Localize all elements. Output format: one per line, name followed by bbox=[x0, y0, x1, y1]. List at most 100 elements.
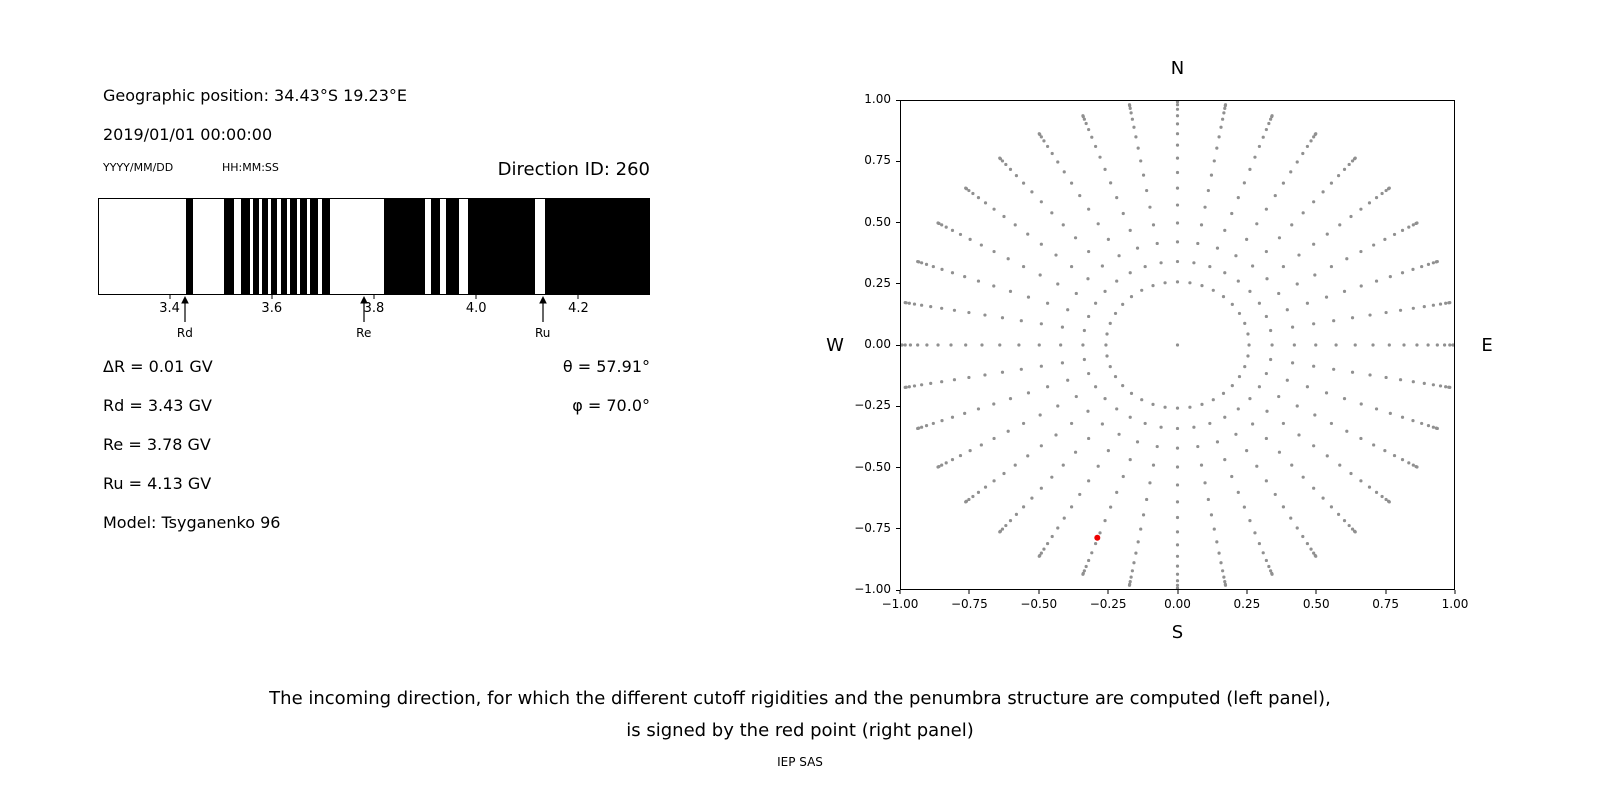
rigidity-axis-tick-label: 3.6 bbox=[261, 301, 283, 316]
penumbra-forbidden-band bbox=[240, 199, 250, 294]
direction-grid-point bbox=[1013, 463, 1017, 467]
direction-grid-point bbox=[1245, 237, 1249, 241]
direction-grid-point bbox=[1426, 424, 1431, 428]
direction-grid-point bbox=[1086, 277, 1090, 281]
direction-grid-point bbox=[1175, 156, 1180, 160]
direction-grid-point bbox=[1388, 275, 1392, 279]
direction-grid-point bbox=[1175, 280, 1180, 284]
direction-grid-point bbox=[976, 407, 981, 411]
direction-grid-point bbox=[1129, 575, 1133, 579]
direction-grid-point bbox=[1329, 421, 1334, 426]
direction-grid-point bbox=[1415, 465, 1419, 469]
direction-grid-point bbox=[916, 259, 920, 264]
scatter-y-tick-mark bbox=[896, 528, 900, 530]
direction-grid-point bbox=[1039, 135, 1043, 139]
direction-grid-point bbox=[1096, 222, 1100, 226]
direction-grid-point bbox=[1264, 207, 1268, 211]
direction-grid-point bbox=[1042, 547, 1046, 551]
penumbra-forbidden-band bbox=[467, 199, 535, 294]
direction-grid-point bbox=[950, 415, 955, 419]
scatter-x-axis: −1.00 −0.75 −0.50 −0.25 0.00 0.25 0.50 0.75 1.00 bbox=[882, 590, 1468, 618]
scatter-x-tick-label: 0.50 bbox=[1302, 597, 1330, 611]
direction-grid-point bbox=[1221, 117, 1225, 121]
direction-grid-point bbox=[1325, 454, 1329, 458]
direction-grid-point bbox=[1392, 453, 1397, 458]
direction-grid-point bbox=[1074, 394, 1078, 399]
geographic-position: Geographic position: 34.43°S 19.23°E bbox=[103, 86, 408, 105]
direction-grid-point bbox=[1175, 579, 1180, 583]
direction-grid-point bbox=[1078, 492, 1082, 497]
direction-grid-point bbox=[1411, 306, 1415, 310]
direction-grid-point bbox=[901, 343, 903, 347]
direction-grid-point bbox=[1313, 273, 1317, 277]
direction-grid-point bbox=[1347, 162, 1351, 167]
direction-grid-point bbox=[1402, 343, 1406, 347]
direction-grid-point bbox=[916, 343, 920, 347]
direction-grid-point bbox=[949, 343, 953, 347]
direction-grid-point bbox=[1108, 365, 1112, 369]
direction-grid-point bbox=[1121, 383, 1125, 388]
direction-grid-point bbox=[1411, 463, 1415, 467]
penumbra-forbidden-band bbox=[280, 199, 288, 294]
direction-grid-point bbox=[1045, 144, 1050, 149]
direction-grid-point bbox=[1380, 191, 1384, 196]
direction-grid-point bbox=[1100, 422, 1104, 426]
direction-grid-point bbox=[1175, 483, 1180, 487]
direction-grid-point bbox=[912, 302, 917, 306]
direction-grid-point bbox=[1313, 413, 1317, 417]
direction-grid-point bbox=[1368, 313, 1372, 317]
direction-grid-point bbox=[1129, 111, 1133, 115]
direction-grid-point bbox=[1128, 415, 1132, 419]
direction-grid-point bbox=[1132, 561, 1136, 565]
direction-grid-point bbox=[1312, 444, 1316, 448]
direction-grid-point bbox=[1245, 449, 1249, 453]
direction-grid-point bbox=[1400, 271, 1405, 275]
direction-grid-point bbox=[1347, 523, 1351, 528]
direction-grid-point bbox=[950, 458, 955, 462]
direction-grid-point bbox=[1267, 121, 1271, 126]
direction-grid-point bbox=[958, 232, 963, 237]
direction-grid-point bbox=[1188, 281, 1192, 285]
cutoff-marker-label: Rd bbox=[176, 326, 193, 340]
direction-grid-point bbox=[992, 207, 996, 211]
direction-grid-point bbox=[1219, 561, 1223, 565]
penumbra-forbidden-band bbox=[446, 199, 459, 294]
direction-grid-point bbox=[1435, 426, 1439, 431]
direction-grid-point bbox=[1030, 190, 1034, 194]
direction-grid-point bbox=[1400, 228, 1405, 232]
direction-grid-point bbox=[1004, 523, 1008, 528]
direction-grid-point bbox=[964, 186, 968, 190]
direction-grid-point bbox=[1374, 490, 1379, 494]
direction-grid-point bbox=[1136, 146, 1140, 150]
direction-grid-point bbox=[1062, 170, 1066, 174]
direction-grid-point bbox=[1342, 519, 1347, 523]
direction-grid-point bbox=[1021, 505, 1026, 509]
direction-grid-point bbox=[1042, 139, 1046, 143]
scatter-y-tick-label: 0.25 bbox=[864, 275, 891, 290]
date-format-hint: YYYY/MM/DD bbox=[103, 161, 174, 174]
penumbra-forbidden-band bbox=[252, 199, 259, 294]
direction-grid-point bbox=[1264, 436, 1268, 441]
value-theta: θ = 57.91° bbox=[562, 357, 650, 376]
direction-grid-point bbox=[1026, 295, 1031, 299]
direction-grid-point bbox=[1175, 500, 1180, 504]
direction-grid-point bbox=[1000, 370, 1005, 374]
direction-grid-point bbox=[1087, 127, 1091, 132]
credit-label: IEP SAS bbox=[777, 755, 823, 769]
scatter-y-tick-label: −0.50 bbox=[854, 459, 891, 474]
direction-grid-point bbox=[1247, 343, 1251, 347]
direction-grid-point bbox=[967, 310, 971, 315]
direction-grid-point bbox=[1248, 289, 1252, 293]
direction-grid-point bbox=[1270, 114, 1274, 118]
direction-grid-point bbox=[1192, 425, 1196, 429]
direction-grid-point bbox=[1350, 527, 1355, 531]
direction-grid-point bbox=[1087, 249, 1091, 254]
direction-grid-point bbox=[983, 373, 987, 377]
direction-grid-point bbox=[1206, 188, 1210, 193]
scatter-y-tick-label: −0.75 bbox=[854, 520, 891, 535]
direction-grid-point bbox=[1452, 343, 1454, 347]
direction-grid-point bbox=[1336, 512, 1341, 516]
direction-grid-point bbox=[1223, 583, 1228, 587]
rigidity-axis-tick-label: 4.0 bbox=[465, 301, 487, 316]
direction-grid-point bbox=[903, 301, 907, 305]
